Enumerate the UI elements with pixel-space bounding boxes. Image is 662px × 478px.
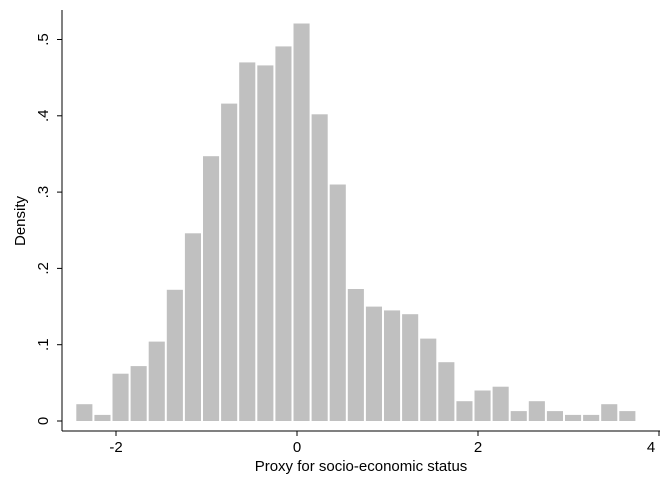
y-tick-label: .5 bbox=[35, 33, 52, 46]
histogram-bar bbox=[203, 156, 220, 421]
histogram-bar bbox=[474, 390, 491, 421]
y-axis-ticks: 0 .1 .2 .3 .4 .5 bbox=[35, 33, 62, 425]
histogram-bar bbox=[546, 411, 563, 421]
histogram-bar bbox=[148, 341, 165, 421]
histogram-bar bbox=[293, 23, 310, 421]
histogram-bar bbox=[311, 114, 328, 422]
x-tick-label: 4 bbox=[647, 439, 655, 456]
histogram-bar bbox=[492, 386, 509, 421]
histogram-bar bbox=[565, 414, 582, 421]
histogram-bar bbox=[130, 366, 147, 421]
y-axis-title: Density bbox=[12, 195, 29, 246]
x-axis-title: Proxy for socio-economic status bbox=[255, 458, 468, 475]
y-tick-label: .1 bbox=[35, 338, 52, 351]
histogram-bar bbox=[257, 65, 274, 422]
y-tick-label: .4 bbox=[35, 110, 52, 123]
y-tick-label: .3 bbox=[35, 186, 52, 199]
y-tick-label: .2 bbox=[35, 262, 52, 275]
histogram-bar bbox=[94, 414, 111, 421]
histogram-bars bbox=[76, 23, 636, 422]
histogram-bar bbox=[601, 404, 618, 421]
histogram-bar bbox=[166, 289, 183, 421]
x-tick-label: -2 bbox=[109, 439, 122, 456]
histogram-bar bbox=[528, 401, 545, 421]
histogram-bar bbox=[329, 184, 346, 421]
histogram-bar bbox=[184, 233, 201, 421]
histogram-bar bbox=[76, 404, 93, 421]
histogram-bar bbox=[221, 103, 238, 421]
x-axis-ticks: -2 0 2 4 bbox=[109, 431, 660, 456]
x-tick-label: 2 bbox=[474, 439, 482, 456]
histogram-bar bbox=[239, 62, 256, 422]
histogram-bar bbox=[112, 373, 129, 421]
histogram-bar bbox=[583, 414, 600, 421]
histogram-bar bbox=[420, 338, 437, 421]
histogram-bar bbox=[402, 314, 419, 421]
histogram-bar bbox=[275, 46, 292, 422]
histogram-bar bbox=[456, 401, 473, 421]
histogram-bar bbox=[384, 310, 401, 421]
histogram-bar bbox=[619, 411, 636, 421]
histogram-bar bbox=[347, 289, 364, 421]
y-tick-label: 0 bbox=[35, 417, 52, 425]
histogram-bar bbox=[438, 362, 455, 421]
histogram-bar bbox=[365, 306, 382, 421]
histogram-bar bbox=[510, 411, 527, 421]
x-tick-label: 0 bbox=[293, 439, 301, 456]
